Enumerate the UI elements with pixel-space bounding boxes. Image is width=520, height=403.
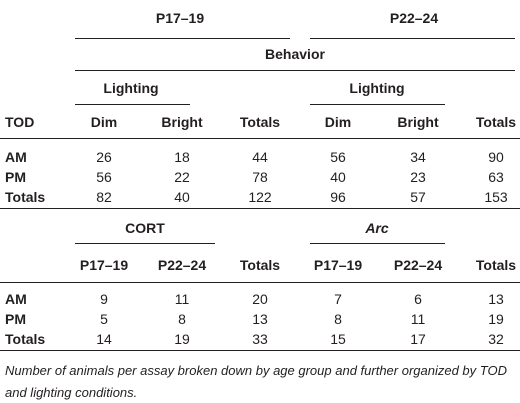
subgroup-header: Lighting bbox=[349, 80, 405, 96]
rule bbox=[75, 38, 290, 39]
column-header: Dim bbox=[90, 114, 118, 130]
rule bbox=[75, 104, 190, 105]
table-cell: 56 bbox=[96, 169, 112, 185]
rule bbox=[0, 138, 520, 139]
table-cell: 33 bbox=[252, 331, 268, 347]
column-header: Bright bbox=[161, 114, 203, 130]
table-cell: 5 bbox=[100, 311, 108, 327]
subgroup-header: Lighting bbox=[103, 80, 159, 96]
table-cell: 8 bbox=[334, 311, 342, 327]
table-cell: 17 bbox=[410, 331, 426, 347]
table-cell: 15 bbox=[330, 331, 346, 347]
rule bbox=[310, 104, 445, 105]
table-cell: 40 bbox=[330, 169, 346, 185]
group-header: Arc bbox=[365, 220, 389, 236]
table-cell: 153 bbox=[484, 189, 508, 205]
table-cell: 90 bbox=[488, 149, 504, 165]
table-cell: 122 bbox=[248, 189, 272, 205]
rule bbox=[0, 282, 520, 283]
table-cell: 14 bbox=[96, 331, 112, 347]
table-cell: 56 bbox=[330, 149, 346, 165]
column-header: TOD bbox=[5, 114, 35, 130]
table-cell: 13 bbox=[252, 311, 268, 327]
table-cell: 82 bbox=[96, 189, 112, 205]
table-cell: 18 bbox=[174, 149, 190, 165]
table-cell: 7 bbox=[334, 291, 342, 307]
rule bbox=[0, 208, 520, 209]
table-cell: 44 bbox=[252, 149, 268, 165]
row-header: AM bbox=[5, 291, 27, 307]
column-header: P22–24 bbox=[393, 257, 443, 273]
column-header: Dim bbox=[324, 114, 352, 130]
table-cell: 78 bbox=[252, 169, 268, 185]
table-cell: 19 bbox=[488, 311, 504, 327]
rule bbox=[310, 243, 445, 244]
table-cell: 23 bbox=[410, 169, 426, 185]
row-header: Totals bbox=[5, 331, 46, 347]
table-cell: 22 bbox=[174, 169, 190, 185]
table-cell: 63 bbox=[488, 169, 504, 185]
table-cell: 32 bbox=[488, 331, 504, 347]
rule bbox=[75, 70, 515, 71]
table-cell: 20 bbox=[252, 291, 268, 307]
group-header: P22–24 bbox=[389, 10, 439, 26]
rule bbox=[75, 243, 215, 244]
table-cell: 40 bbox=[174, 189, 190, 205]
row-header: PM bbox=[5, 169, 26, 185]
table-cell: 57 bbox=[410, 189, 426, 205]
table-cell: 96 bbox=[330, 189, 346, 205]
group-header: P17–19 bbox=[155, 10, 205, 26]
column-header: P22–24 bbox=[157, 257, 207, 273]
table-cell: 11 bbox=[174, 291, 190, 307]
column-header: P17–19 bbox=[79, 257, 129, 273]
column-header: Totals bbox=[239, 114, 281, 130]
table-cell: 6 bbox=[414, 291, 422, 307]
row-header: Totals bbox=[5, 189, 46, 205]
column-header: Totals bbox=[239, 257, 281, 273]
table-cell: 13 bbox=[488, 291, 504, 307]
table-cell: 9 bbox=[100, 291, 108, 307]
column-header: Bright bbox=[397, 114, 439, 130]
table-cell: 11 bbox=[410, 311, 426, 327]
column-header: Totals bbox=[475, 257, 517, 273]
column-header: P17–19 bbox=[313, 257, 363, 273]
spanner-header: Behavior bbox=[265, 46, 325, 62]
table-cell: 26 bbox=[96, 149, 112, 165]
rule bbox=[310, 38, 515, 39]
column-header: Totals bbox=[475, 114, 517, 130]
row-header: PM bbox=[5, 311, 26, 327]
table-cell: 8 bbox=[178, 311, 186, 327]
table-cell: 34 bbox=[410, 149, 426, 165]
group-header: CORT bbox=[125, 220, 165, 236]
caption: Number of animals per assay broken down … bbox=[5, 363, 507, 400]
row-header: AM bbox=[5, 149, 27, 165]
rule bbox=[0, 350, 520, 351]
table-cell: 19 bbox=[174, 331, 190, 347]
